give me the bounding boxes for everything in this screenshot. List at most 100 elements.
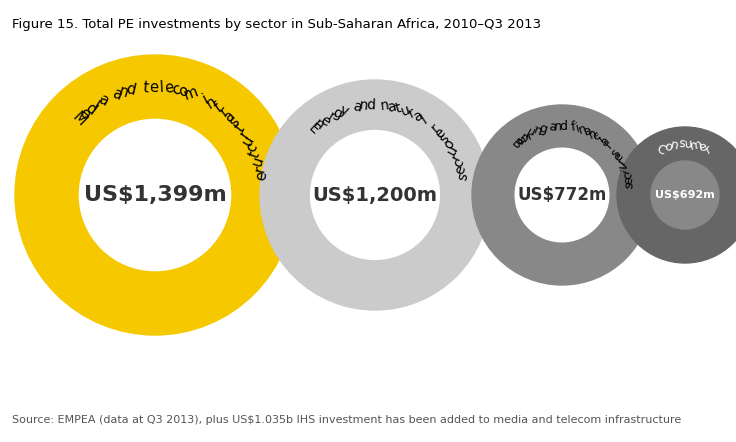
Text: u: u <box>239 133 257 149</box>
Text: c: c <box>451 157 467 169</box>
Text: o: o <box>441 137 457 152</box>
Text: l: l <box>419 113 430 127</box>
Text: a: a <box>598 134 612 149</box>
Text: f: f <box>570 121 576 134</box>
Circle shape <box>472 105 652 285</box>
Text: i: i <box>619 167 633 175</box>
Text: u: u <box>399 103 411 118</box>
Text: e: e <box>149 80 158 95</box>
Text: Source: EMPEA (data at Q3 2013), plus US$1.035b IHS investment has been added to: Source: EMPEA (data at Q3 2013), plus US… <box>12 415 682 425</box>
Text: i: i <box>91 97 102 112</box>
Text: t: t <box>247 149 263 160</box>
Text: a: a <box>96 92 110 109</box>
Text: n: n <box>517 130 531 145</box>
Text: l: l <box>604 140 615 151</box>
Circle shape <box>515 148 609 242</box>
Text: a: a <box>548 120 557 134</box>
Text: e: e <box>432 126 448 141</box>
Text: a: a <box>351 99 363 115</box>
Text: g: g <box>537 122 548 137</box>
Text: d: d <box>559 120 567 133</box>
Text: a: a <box>221 109 238 126</box>
Text: r: r <box>325 110 336 125</box>
Text: Figure 15. Total PE investments by sector in Sub-Saharan Africa, 2010–Q3 2013: Figure 15. Total PE investments by secto… <box>12 18 541 31</box>
Text: n: n <box>577 122 589 137</box>
Text: M: M <box>69 109 88 129</box>
Text: n: n <box>358 99 369 114</box>
Text: g: g <box>330 106 344 122</box>
Text: i: i <box>596 133 606 145</box>
Text: s: s <box>678 137 685 151</box>
Text: E: E <box>306 121 322 137</box>
Circle shape <box>260 80 490 310</box>
Text: m: m <box>182 84 200 103</box>
Text: e: e <box>253 171 269 182</box>
Text: US$1,399m: US$1,399m <box>84 185 227 205</box>
Text: e: e <box>622 175 636 186</box>
Text: f: f <box>211 100 224 115</box>
Text: u: u <box>684 137 693 151</box>
Text: US$1,200m: US$1,200m <box>313 186 437 205</box>
Text: d: d <box>82 100 99 118</box>
Text: i: i <box>575 122 581 135</box>
Text: o: o <box>662 140 673 155</box>
Text: u: u <box>249 155 266 168</box>
Text: n: n <box>380 99 390 113</box>
Text: c: c <box>171 81 182 98</box>
Text: s: s <box>609 146 623 160</box>
Circle shape <box>651 161 719 229</box>
Text: v: v <box>617 160 631 172</box>
Text: US$772m: US$772m <box>517 186 606 204</box>
Text: s: s <box>623 181 637 190</box>
Text: c: c <box>620 170 634 181</box>
Text: n: n <box>117 83 130 100</box>
Text: a: a <box>411 108 425 125</box>
Text: d: d <box>125 81 138 98</box>
Text: i: i <box>199 92 210 107</box>
Text: a: a <box>581 124 594 139</box>
Text: e: e <box>453 164 469 175</box>
Text: n: n <box>311 117 327 133</box>
Text: r: r <box>406 106 417 121</box>
Circle shape <box>311 130 439 259</box>
Text: a: a <box>513 133 527 149</box>
Text: y: y <box>337 103 350 119</box>
Text: e: e <box>76 105 93 122</box>
Text: d: d <box>366 98 375 113</box>
Text: e: e <box>163 80 174 96</box>
Text: i: i <box>529 126 537 140</box>
Text: a: a <box>110 86 124 103</box>
Text: e: e <box>317 112 332 129</box>
Text: t: t <box>232 122 247 135</box>
Text: s: s <box>437 132 453 146</box>
Text: n: n <box>553 120 562 133</box>
Text: n: n <box>586 126 599 141</box>
Text: c: c <box>244 141 261 154</box>
Text: k: k <box>523 128 535 143</box>
Text: n: n <box>532 123 544 138</box>
Text: u: u <box>445 143 461 157</box>
Text: l: l <box>159 80 164 95</box>
Text: r: r <box>252 164 268 174</box>
Text: a: a <box>386 99 397 114</box>
Text: n: n <box>204 94 219 112</box>
Text: r: r <box>216 104 231 120</box>
Text: r: r <box>428 122 442 136</box>
Text: s: s <box>455 171 470 181</box>
Text: t: t <box>394 101 403 116</box>
Text: US$692m: US$692m <box>655 190 715 200</box>
Text: r: r <box>448 151 464 162</box>
Text: c: c <box>590 129 604 144</box>
Text: m: m <box>688 137 703 153</box>
Circle shape <box>79 119 230 271</box>
Text: t: t <box>143 80 149 95</box>
Text: n: n <box>669 138 679 152</box>
Text: e: e <box>612 150 626 164</box>
Text: o: o <box>177 83 190 99</box>
Text: B: B <box>509 137 524 152</box>
Text: r: r <box>704 143 714 157</box>
Text: r: r <box>615 156 629 167</box>
Text: r: r <box>236 128 252 141</box>
Circle shape <box>617 127 736 263</box>
Text: e: e <box>696 140 708 155</box>
